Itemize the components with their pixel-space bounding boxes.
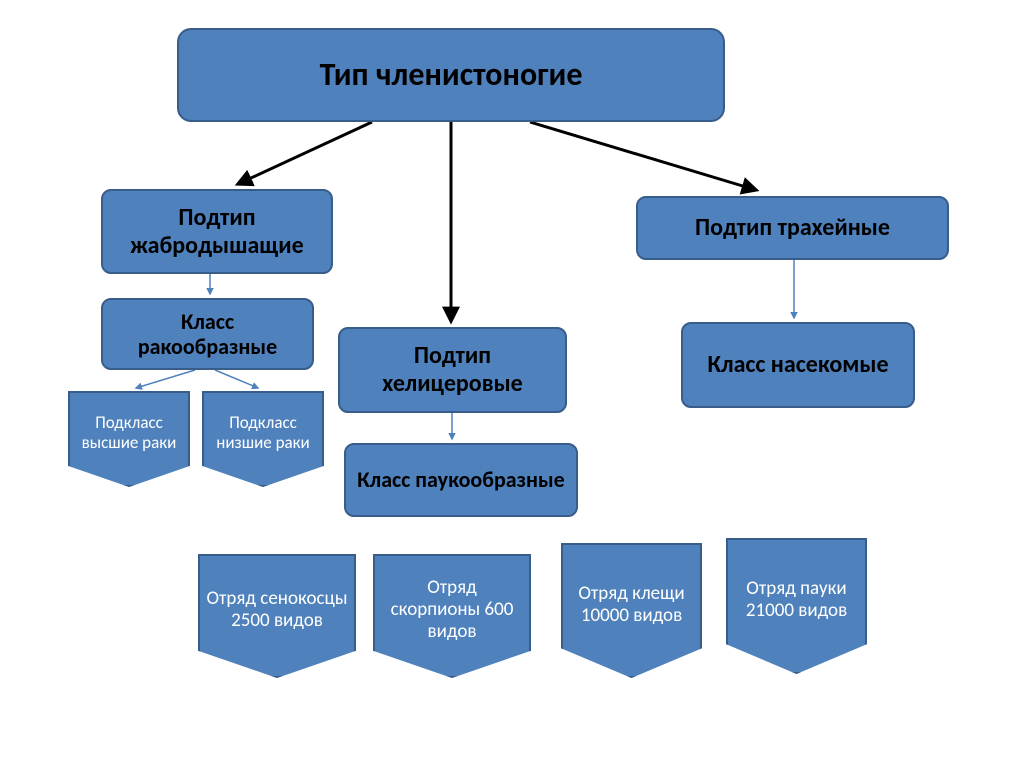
node-subtype-chelicerata: Подтип хелицеровые — [338, 327, 567, 413]
node-label: Подтип трахейные — [695, 214, 890, 242]
edge — [238, 122, 372, 184]
node-label: Подкласс низшие раки — [210, 413, 316, 452]
node-subtype-branchiata: Подтип жабродышащие — [101, 189, 333, 274]
node-label: Тип членистоногие — [320, 57, 583, 94]
node-label: Подкласс высшие раки — [76, 413, 182, 452]
edge — [136, 370, 195, 388]
node-class-insecta: Класс насекомые — [681, 322, 915, 408]
edge — [530, 122, 756, 190]
node-order-scorpiones: Отряд скорпионы 600 видов — [373, 554, 531, 678]
node-class-crustacea: Класс ракообразные — [101, 298, 314, 370]
node-root: Тип членистоногие — [177, 28, 725, 122]
node-order-araneae: Отряд пауки 21000 видов — [726, 538, 867, 674]
node-label: Отряд сенокосцы 2500 видов — [206, 588, 348, 632]
node-subclass-malacostraca: Подкласс высшие раки — [68, 391, 190, 487]
node-order-opiliones: Отряд сенокосцы 2500 видов — [198, 554, 356, 678]
node-subtype-tracheata: Подтип трахейные — [636, 196, 949, 260]
node-label: Подтип жабродышащие — [111, 204, 323, 259]
node-class-arachnida: Класс паукообразные — [344, 443, 578, 517]
edge — [215, 370, 258, 388]
node-label: Отряд скорпионы 600 видов — [381, 577, 523, 643]
node-label: Класс паукообразные — [357, 467, 565, 492]
node-label: Отряд клещи 10000 видов — [569, 583, 694, 627]
node-label: Класс насекомые — [707, 351, 888, 379]
node-label: Подтип хелицеровые — [348, 342, 557, 397]
node-subclass-entomostraca: Подкласс низшие раки — [202, 391, 324, 487]
node-label: Отряд пауки 21000 видов — [734, 578, 859, 622]
node-label: Класс ракообразные — [111, 309, 304, 360]
node-order-acari: Отряд клещи 10000 видов — [561, 543, 702, 678]
